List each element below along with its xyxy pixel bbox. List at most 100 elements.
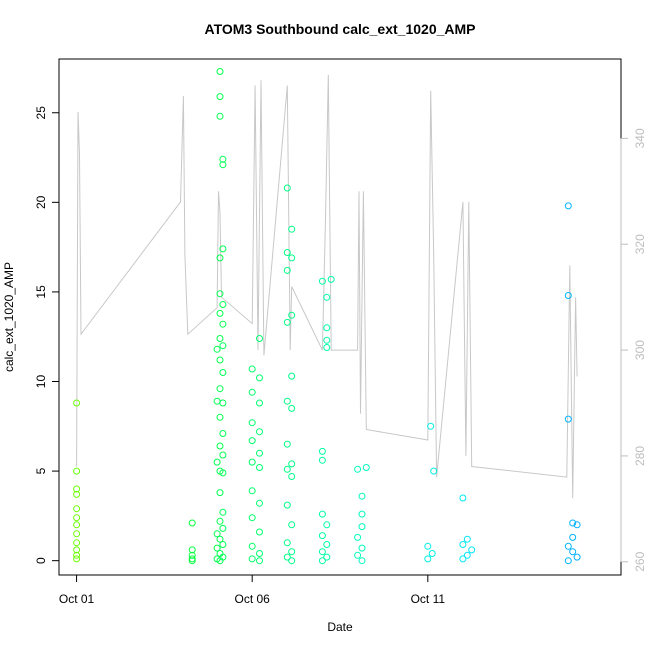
data-point [323, 324, 331, 332]
data-point [73, 546, 81, 554]
data-point [256, 464, 263, 471]
data-point [463, 551, 471, 559]
data-point [219, 342, 227, 350]
y2-tick-label: 320 [633, 234, 647, 254]
y-tick-label: 15 [34, 285, 48, 299]
data-point [288, 473, 296, 480]
data-point [323, 553, 331, 561]
data-point [256, 557, 263, 565]
data-point [288, 254, 296, 262]
data-point [219, 161, 227, 169]
data-point [73, 551, 81, 559]
data-point [256, 550, 263, 557]
data-point [219, 301, 227, 308]
data-point [288, 404, 296, 412]
data-point [248, 419, 256, 427]
data-point [213, 530, 221, 538]
data-point [248, 487, 256, 495]
data-point [459, 555, 467, 563]
data-point [256, 374, 263, 382]
data-point [569, 548, 577, 556]
data-point [219, 541, 227, 548]
y-tick-label: 25 [34, 106, 48, 120]
data-point [216, 517, 224, 525]
data-point [283, 249, 291, 256]
data-point [73, 521, 81, 529]
data-point [327, 275, 335, 283]
data-point [283, 465, 291, 473]
data-point [248, 388, 256, 396]
data-point [318, 548, 326, 556]
data-point [248, 437, 256, 445]
data-point [354, 465, 362, 473]
data-point [288, 557, 296, 565]
data-point [216, 385, 224, 393]
data-point [358, 492, 366, 500]
y-tick-label: 0 [34, 557, 48, 564]
data-point [248, 365, 256, 373]
data-point [73, 539, 81, 547]
x-tick-label: Oct 01 [59, 592, 95, 606]
x-tick-label: Oct 06 [235, 592, 271, 606]
data-point [248, 555, 256, 563]
points-layer [73, 68, 581, 565]
data-point [219, 320, 227, 328]
data-point [318, 510, 326, 518]
data-point [468, 546, 476, 554]
data-point [283, 501, 291, 509]
data-point [318, 532, 326, 540]
y2-tick-label: 340 [633, 128, 647, 148]
x-axis-label: Date [327, 620, 353, 634]
data-point [564, 542, 572, 550]
data-point [216, 535, 224, 543]
data-point [248, 514, 256, 522]
data-point [459, 541, 467, 548]
data-point [283, 266, 291, 274]
y-tick-label: 10 [34, 375, 48, 389]
data-point [188, 551, 196, 559]
data-point [564, 292, 572, 299]
data-point [564, 557, 572, 565]
data-point [573, 521, 581, 529]
data-point [354, 533, 362, 541]
data-point [188, 557, 196, 565]
data-point [256, 499, 263, 507]
data-point [430, 467, 438, 475]
data-point [288, 372, 296, 380]
data-point [569, 519, 577, 527]
data-point [362, 464, 370, 471]
data-point [256, 449, 263, 457]
data-point [256, 399, 263, 407]
data-point [73, 490, 81, 498]
data-point [256, 428, 263, 436]
data-point [358, 510, 366, 518]
x-tick-label: Oct 11 [411, 592, 446, 606]
data-point [216, 442, 224, 450]
y-axis-label: calc_ext_1020_AMP [2, 262, 16, 372]
data-point [219, 524, 227, 532]
data-point [283, 397, 291, 405]
data-point [463, 535, 471, 543]
data-point [424, 555, 432, 563]
axes-layer: Oct 01 Oct 06 Oct 11 0 5 10 15 20 25 260 280 300 320… [34, 106, 647, 606]
data-point [188, 519, 196, 527]
data-point [428, 550, 436, 557]
data-point [216, 413, 224, 421]
data-point [216, 335, 224, 342]
data-point [283, 539, 291, 547]
data-point [256, 335, 263, 342]
data-point [323, 541, 331, 548]
data-point [283, 318, 291, 326]
data-point [219, 430, 227, 437]
data-point [219, 245, 227, 253]
data-point [323, 344, 331, 351]
data-point [323, 336, 331, 344]
data-point [573, 553, 581, 561]
data-point [323, 521, 331, 529]
data-point [213, 345, 221, 353]
data-point [216, 112, 224, 120]
data-point [318, 456, 326, 464]
y2-tick-label: 300 [633, 340, 647, 360]
